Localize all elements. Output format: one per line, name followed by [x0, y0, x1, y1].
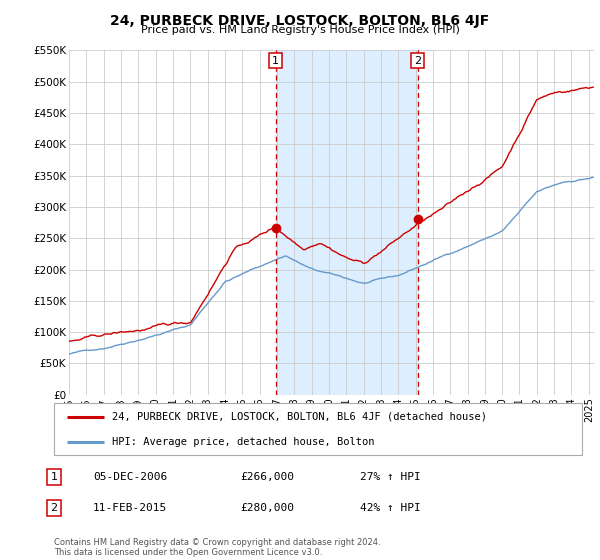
Bar — [275, 50, 418, 395]
Text: 11-FEB-2015: 11-FEB-2015 — [93, 503, 167, 513]
Text: HPI: Average price, detached house, Bolton: HPI: Average price, detached house, Bolt… — [112, 437, 374, 447]
Text: £280,000: £280,000 — [240, 503, 294, 513]
Text: 1: 1 — [50, 472, 58, 482]
Text: 42% ↑ HPI: 42% ↑ HPI — [360, 503, 421, 513]
Text: 24, PURBECK DRIVE, LOSTOCK, BOLTON, BL6 4JF: 24, PURBECK DRIVE, LOSTOCK, BOLTON, BL6 … — [110, 14, 490, 28]
Text: £266,000: £266,000 — [240, 472, 294, 482]
Text: 24, PURBECK DRIVE, LOSTOCK, BOLTON, BL6 4JF (detached house): 24, PURBECK DRIVE, LOSTOCK, BOLTON, BL6 … — [112, 412, 487, 422]
Text: Price paid vs. HM Land Registry's House Price Index (HPI): Price paid vs. HM Land Registry's House … — [140, 25, 460, 35]
Text: 27% ↑ HPI: 27% ↑ HPI — [360, 472, 421, 482]
Text: Contains HM Land Registry data © Crown copyright and database right 2024.
This d: Contains HM Land Registry data © Crown c… — [54, 538, 380, 557]
FancyBboxPatch shape — [54, 403, 582, 455]
Text: 1: 1 — [272, 55, 279, 66]
Text: 2: 2 — [50, 503, 58, 513]
Text: 2: 2 — [414, 55, 421, 66]
Text: 05-DEC-2006: 05-DEC-2006 — [93, 472, 167, 482]
